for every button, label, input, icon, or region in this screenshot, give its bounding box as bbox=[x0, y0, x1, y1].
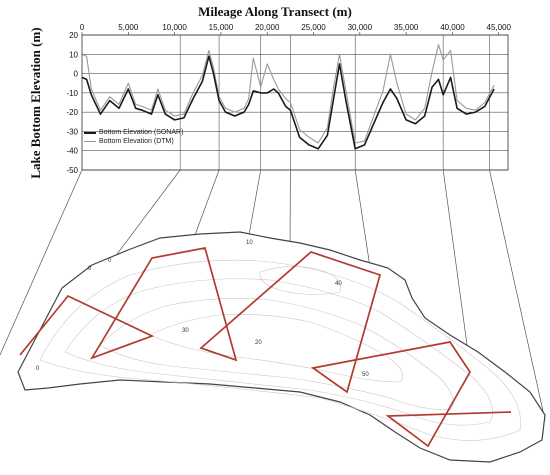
axes: 20 10 0 -10 -20 -30 -40 -50 0 5,000 10,000 15,000 20… bbox=[66, 23, 511, 175]
y-tick-label: -20 bbox=[66, 108, 78, 117]
x-tick-label: 5,000 bbox=[118, 23, 139, 32]
connector-line bbox=[0, 169, 83, 356]
x-tick-label: 25,000 bbox=[301, 23, 326, 32]
x-tick-label: 20,000 bbox=[255, 23, 280, 32]
x-tick-label: 0 bbox=[80, 23, 85, 32]
y-tick-label: 0 bbox=[74, 70, 79, 79]
x-tick-label: 35,000 bbox=[394, 23, 419, 32]
legend-label-sonar: Bottom Elevation (SONAR) bbox=[99, 129, 184, 136]
series-line-sonar bbox=[81, 55, 495, 150]
series-line-dtm bbox=[81, 44, 495, 144]
y-tick-label: -10 bbox=[66, 89, 78, 98]
chart-title: Mileage Along Transect (m) bbox=[198, 4, 352, 19]
contour-label: 50 bbox=[362, 372, 369, 378]
contour-line bbox=[39, 259, 521, 441]
legend: Bottom Elevation (SONAR) Bottom Elevatio… bbox=[84, 128, 183, 146]
contour-label: 0 bbox=[88, 266, 92, 272]
y-tick-label: -50 bbox=[66, 166, 78, 175]
y-tick-label: -40 bbox=[66, 147, 78, 156]
x-tick-label: 30,000 bbox=[348, 23, 373, 32]
lake-outline bbox=[17, 231, 546, 463]
contour-label: 20 bbox=[255, 340, 262, 346]
x-tick-label: 40,000 bbox=[440, 23, 465, 32]
contour-label: 0 bbox=[36, 366, 40, 372]
legend-item-sonar: Bottom Elevation (SONAR) bbox=[84, 128, 183, 137]
contour-line bbox=[259, 266, 342, 295]
contour-label: 30 bbox=[182, 328, 189, 334]
contour-label: 40 bbox=[335, 281, 342, 287]
lake-map: 0 0 10 20 30 40 50 0 bbox=[17, 231, 546, 463]
contour-label: 10 bbox=[246, 240, 253, 246]
legend-item-dtm: Bottom Elevation (DTM) bbox=[84, 137, 183, 146]
connector-line bbox=[489, 169, 546, 421]
contour-line bbox=[64, 278, 493, 426]
series-lines bbox=[81, 44, 495, 150]
plot-frame bbox=[81, 34, 509, 171]
x-tick-label: 45,000 bbox=[487, 23, 512, 32]
contour-line bbox=[99, 298, 454, 411]
y-tick-label: -30 bbox=[66, 127, 78, 136]
legend-label-dtm: Bottom Elevation (DTM) bbox=[99, 138, 174, 145]
legend-swatch-dtm bbox=[84, 141, 96, 142]
transect-path bbox=[19, 247, 512, 448]
y-tick-label: 20 bbox=[69, 31, 78, 40]
contour-label: 0 bbox=[108, 258, 112, 264]
x-tick-label: 15,000 bbox=[209, 23, 234, 32]
x-tick-label: 10,000 bbox=[162, 23, 187, 32]
legend-swatch-sonar bbox=[84, 131, 96, 134]
y-tick-label: 10 bbox=[69, 50, 78, 59]
grid bbox=[82, 34, 508, 171]
